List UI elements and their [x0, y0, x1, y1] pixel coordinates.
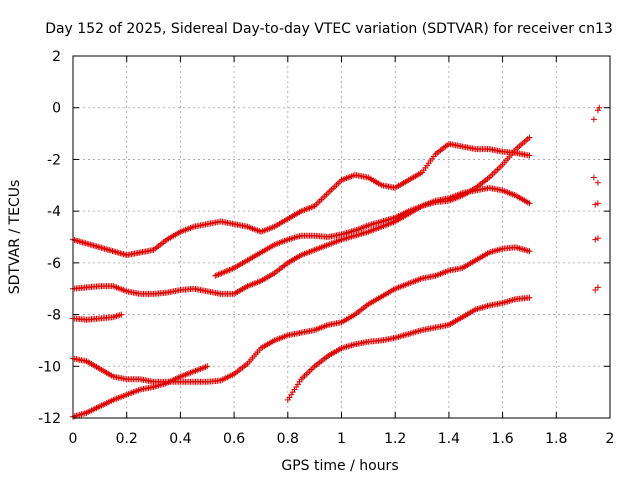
y-axis-label: SDTVAR / TECUs: [7, 180, 23, 295]
data-point: [594, 284, 601, 291]
data-point: [118, 311, 125, 318]
y-tick-label: 0: [52, 101, 61, 117]
y-tick-label: 2: [52, 49, 61, 65]
series-s9: [590, 174, 601, 186]
series-s1: [70, 140, 533, 259]
x-tick-label: 0.6: [223, 431, 245, 447]
x-tick-label: 1.6: [491, 431, 513, 447]
data-point: [526, 152, 533, 159]
chart-title: Day 152 of 2025, Sidereal Day-to-day VTE…: [45, 21, 613, 37]
y-tick-label: -8: [47, 308, 61, 324]
data-point: [526, 294, 533, 301]
series-s5: [70, 363, 211, 420]
y-tick-label: -10: [38, 359, 61, 375]
data-points: [70, 104, 603, 420]
y-tick-label: -2: [47, 152, 61, 168]
series-s2: [70, 184, 533, 297]
series-s11: [592, 235, 601, 243]
data-point: [204, 363, 211, 370]
series-s12: [592, 284, 601, 294]
data-point: [526, 200, 533, 207]
x-axis-label: GPS time / hours: [281, 458, 398, 474]
x-tick-labels: 0 0.2 0.4 0.6 0.8 1 1.2 1.4 1.6 1.8 2: [69, 431, 615, 447]
x-tick-label: 1.8: [545, 431, 567, 447]
data-point: [594, 200, 601, 207]
data-point: [594, 107, 601, 114]
y-tick-label: -4: [47, 204, 61, 220]
data-point: [590, 116, 597, 123]
series-s7: [284, 294, 533, 403]
data-point: [592, 236, 599, 243]
x-tick-label: 0: [69, 431, 78, 447]
data-point: [592, 201, 599, 208]
series-s4: [70, 244, 533, 385]
data-point: [594, 235, 601, 242]
x-tick-label: 1: [337, 431, 346, 447]
x-tick-label: 2: [606, 431, 615, 447]
y-tick-labels: 2 0 -2 -4 -6 -8 -10 -12: [38, 49, 61, 427]
x-tick-label: 1.2: [384, 431, 406, 447]
axis-ticks: [72, 55, 611, 419]
x-tick-label: 0.8: [277, 431, 299, 447]
data-point: [526, 248, 533, 255]
x-tick-label: 0.2: [116, 431, 138, 447]
data-point: [594, 179, 601, 186]
series-s8: [590, 104, 603, 123]
series-s10: [592, 200, 601, 208]
y-tick-label: -6: [47, 256, 61, 272]
x-tick-label: 1.4: [438, 431, 460, 447]
x-tick-label: 0.4: [169, 431, 191, 447]
data-point: [590, 174, 597, 181]
data-point: [596, 104, 603, 111]
series-s3: [70, 311, 125, 323]
data-point: [592, 287, 599, 294]
series-s6: [212, 134, 533, 279]
y-tick-label: -12: [38, 411, 61, 427]
data-point: [526, 134, 533, 141]
